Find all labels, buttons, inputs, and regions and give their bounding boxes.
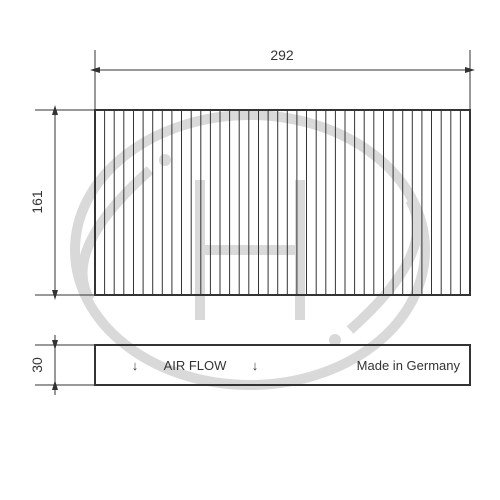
- dim-height-value: 161: [29, 190, 45, 214]
- dim-width-value: 292: [270, 47, 294, 63]
- airflow-arrow-left: ↓: [132, 358, 139, 373]
- dim-thickness: 30: [29, 335, 95, 395]
- dim-thickness-value: 30: [29, 357, 45, 373]
- airflow-arrow-right: ↓: [252, 358, 259, 373]
- technical-drawing: 292 161 30 ↓ AIR FLOW ↓ Made in Germany: [0, 0, 500, 500]
- made-in-label: Made in Germany: [357, 358, 461, 373]
- dim-width: 292: [95, 47, 470, 110]
- airflow-label: AIR FLOW: [164, 358, 228, 373]
